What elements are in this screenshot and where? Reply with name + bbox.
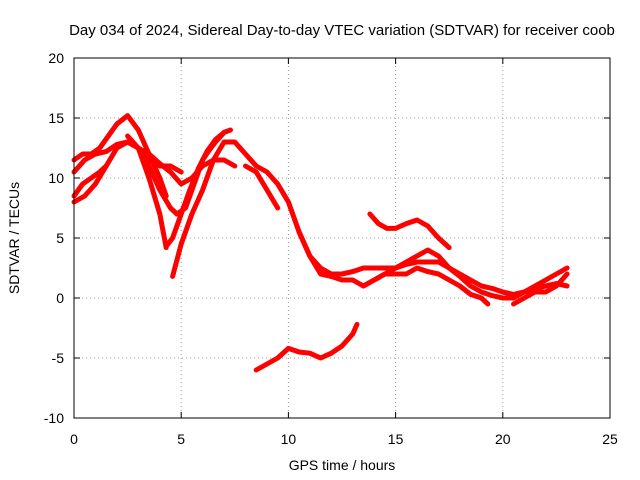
y-tick-label: 0 — [56, 290, 64, 306]
series-trace-12 — [367, 211, 452, 251]
series-trace-14 — [511, 271, 570, 307]
grid-layer — [74, 58, 610, 418]
series-trace-5 — [125, 133, 184, 175]
x-tick-label: 20 — [495, 431, 511, 447]
series-trace-8 — [170, 139, 259, 279]
series-trace-15 — [253, 321, 360, 373]
y-tick-label: 10 — [48, 170, 64, 186]
y-tick-label: 15 — [48, 110, 64, 126]
series-layer — [71, 113, 570, 373]
y-tick-label: -10 — [44, 410, 64, 426]
series-trace-6 — [135, 145, 169, 251]
series-trace-13 — [360, 265, 491, 307]
x-tick-label: 15 — [388, 431, 404, 447]
x-tick-label: 10 — [281, 431, 297, 447]
series-trace-10 — [253, 163, 570, 297]
y-tick-label: 20 — [48, 50, 64, 66]
series-trace-4 — [71, 163, 109, 199]
series-trace-1 — [71, 139, 238, 187]
chart-title: Day 034 of 2024, Sidereal Day-to-day VTE… — [69, 22, 615, 39]
x-tick-label: 5 — [177, 431, 185, 447]
y-tick-label: -5 — [52, 350, 65, 366]
series-trace-9 — [243, 163, 281, 211]
series-trace-11 — [296, 229, 570, 301]
x-tick-label: 0 — [70, 431, 78, 447]
x-axis-label: GPS time / hours — [289, 457, 396, 473]
series-trace-7 — [163, 127, 233, 249]
x-tick-label: 25 — [602, 431, 618, 447]
y-axis-label: SDTVAR / TECUs — [6, 182, 22, 294]
tick-layer: 0 5 10 15 20 25 -10 -5 0 5 10 15 20 — [44, 50, 618, 447]
y-tick-label: 5 — [56, 230, 64, 246]
